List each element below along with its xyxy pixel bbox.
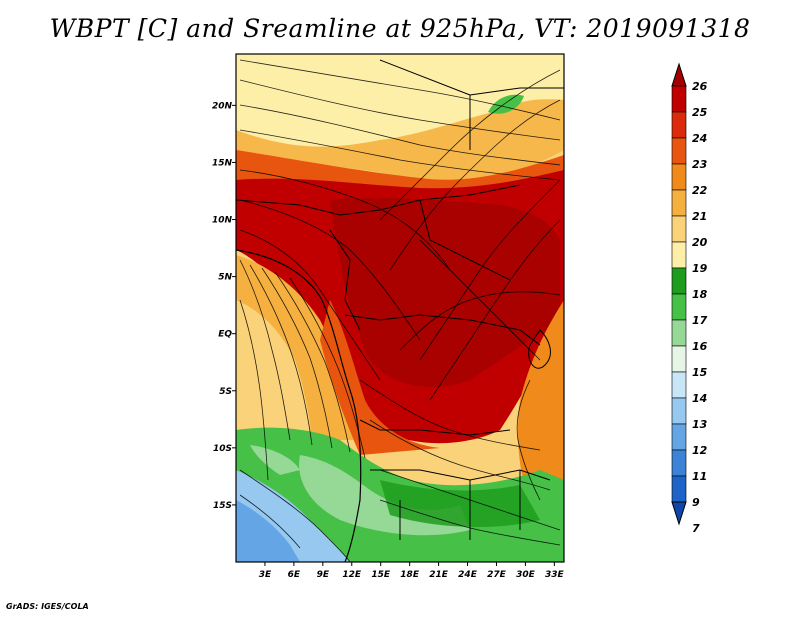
region-angola-green xyxy=(250,445,300,475)
y-tick-label: 10S xyxy=(213,444,232,454)
colorbar-swatch xyxy=(671,215,687,243)
colorbar-swatch xyxy=(671,189,687,217)
region-sw-darkblue xyxy=(236,500,300,562)
colorbar-label: 11 xyxy=(692,470,707,483)
x-tick-label: 30E xyxy=(516,570,536,580)
colorbar-swatch xyxy=(671,423,687,451)
colorbar-swatch xyxy=(671,371,687,399)
colorbar-swatch xyxy=(671,319,687,347)
colorbar-label: 23 xyxy=(692,158,708,171)
map-frame xyxy=(235,53,565,563)
colorbar-label: 9 xyxy=(692,496,700,509)
colorbar-arrow-top xyxy=(671,62,687,87)
region-east-orange xyxy=(518,300,564,500)
colorbar-label: 25 xyxy=(692,106,708,119)
y-tick-label: 10N xyxy=(212,216,233,226)
x-tick-label: 33E xyxy=(545,570,565,580)
colorbar-label: 12 xyxy=(692,444,708,457)
colorbar-label: 16 xyxy=(692,340,708,353)
colorbar-swatch xyxy=(671,85,687,113)
colorbar-label: 13 xyxy=(692,418,708,431)
colorbar-label: 19 xyxy=(692,262,708,275)
x-tick-label: 9E xyxy=(317,570,330,580)
x-tick-label: 24E xyxy=(458,570,478,580)
colorbar-swatch xyxy=(671,267,687,295)
region-core-dark xyxy=(330,197,560,388)
y-tick-label: 5N xyxy=(218,273,232,283)
y-axis: 20N 15N 10N 5N EQ 5S 10S 15S xyxy=(212,101,236,511)
colorbar-label: 17 xyxy=(692,314,708,327)
colorbar-label: 21 xyxy=(692,210,707,223)
streamlines xyxy=(239,59,561,562)
colorbar-label: 20 xyxy=(692,236,708,249)
coastline xyxy=(236,249,362,562)
region-coast-red-edge xyxy=(320,300,440,455)
x-axis: 3E 6E 9E 12E 15E 18E 21E 24E 27E 30E 33E xyxy=(259,562,565,580)
colorbar-swatch xyxy=(671,475,687,503)
colorbar-label: 26 xyxy=(692,80,708,93)
colorbar-label: 14 xyxy=(692,392,707,405)
colorbar-arrow-bottom xyxy=(671,501,687,526)
colorbar-swatch xyxy=(671,449,687,477)
region-coast-yellow xyxy=(236,300,312,440)
y-tick-label: 5S xyxy=(219,387,232,397)
colorbar-label: 18 xyxy=(692,288,708,301)
colorbar-label: 7 xyxy=(692,522,700,535)
x-tick-label: 18E xyxy=(400,570,420,580)
wbpt-map xyxy=(236,54,564,562)
x-tick-label: 21E xyxy=(429,570,449,580)
y-tick-label: 20N xyxy=(212,101,233,111)
colorbar-swatch xyxy=(671,397,687,425)
colorbar-swatch xyxy=(671,241,687,269)
credit-text: GrADS: IGES/COLA xyxy=(6,602,89,611)
colorbar-swatch xyxy=(671,111,687,139)
x-tick-label: 6E xyxy=(288,570,301,580)
colorbar-swatch xyxy=(671,137,687,165)
chart-title: WBPT [C] and Sreamline at 925hPa, VT: 20… xyxy=(49,14,751,43)
colorbar-swatch xyxy=(671,345,687,373)
y-tick-label: EQ xyxy=(218,330,232,340)
colorbar-swatch xyxy=(671,293,687,321)
colorbar: 26 25 24 23 22 21 20 19 18 17 16 15 14 13 12 11 9 7 xyxy=(671,62,708,535)
region-south-darkgreen xyxy=(380,480,540,527)
x-tick-label: 3E xyxy=(259,570,272,580)
colorbar-label: 22 xyxy=(692,184,708,197)
y-tick-label: 15S xyxy=(213,501,232,511)
x-tick-label: 27E xyxy=(487,570,507,580)
colorbar-label: 15 xyxy=(692,366,708,379)
colorbar-label: 24 xyxy=(692,132,707,145)
x-tick-label: 12E xyxy=(342,570,362,580)
y-tick-label: 15N xyxy=(212,158,233,168)
x-tick-label: 15E xyxy=(371,570,391,580)
region-north-orange xyxy=(236,99,564,184)
colorbar-swatch xyxy=(671,163,687,191)
